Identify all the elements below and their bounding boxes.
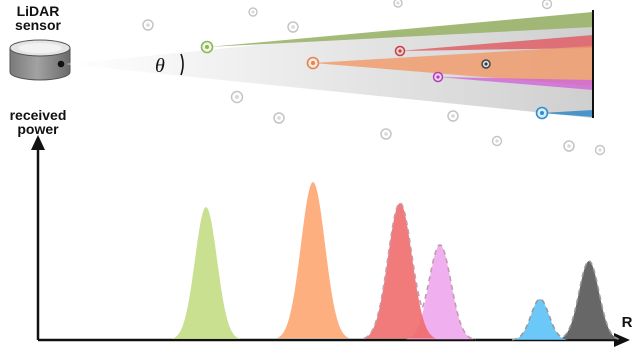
envelope-red-pink (363, 202, 477, 341)
particle-red-icon (394, 45, 406, 57)
particle-icon (248, 7, 258, 17)
envelope-blue-dark (511, 260, 621, 341)
peak-green (172, 207, 240, 339)
x-axis-arrow-icon (614, 333, 630, 347)
lidar-sensor-icon (9, 39, 71, 81)
particle-pink-icon (432, 71, 444, 83)
particle-icon (541, 0, 553, 10)
particle-blue-icon (535, 106, 549, 120)
y-axis-arrow-icon (31, 135, 45, 150)
x-axis-label: R (622, 314, 633, 331)
beam-orange (313, 46, 593, 86)
peak-blue (512, 299, 568, 340)
particle-icon (287, 21, 299, 33)
particle-icon (230, 90, 244, 104)
sensor-label-line1: LiDAR (17, 3, 60, 19)
y-axis-label-line2: power (17, 121, 59, 137)
particle-green-icon (200, 40, 214, 54)
beam-green (208, 12, 593, 47)
peak-red (364, 203, 436, 339)
angle-arc (180, 53, 184, 76)
angle-symbol: θ (155, 55, 165, 77)
y-axis-label-line1: received (10, 107, 67, 123)
particle-dark-icon (481, 59, 491, 69)
particles (142, 0, 606, 156)
particle-icon (380, 128, 392, 140)
particle-icon (393, 0, 403, 8)
beam-blue (541, 110, 593, 117)
peak-pink (406, 245, 474, 340)
beam-red (399, 35, 593, 51)
particle-icon (491, 135, 503, 147)
particle-orange-icon (306, 56, 320, 70)
particle-icon (563, 140, 575, 152)
return-peaks (172, 182, 621, 341)
beam-cone (66, 12, 593, 118)
particle-icon (273, 112, 285, 124)
beam-pink (438, 77, 593, 90)
particle-icon (594, 144, 606, 156)
particle-icon (142, 19, 154, 31)
particle-icon (447, 110, 459, 122)
peak-orange (277, 182, 349, 339)
sensor-label-line2: sensor (15, 17, 61, 33)
peak-dark (559, 261, 619, 340)
